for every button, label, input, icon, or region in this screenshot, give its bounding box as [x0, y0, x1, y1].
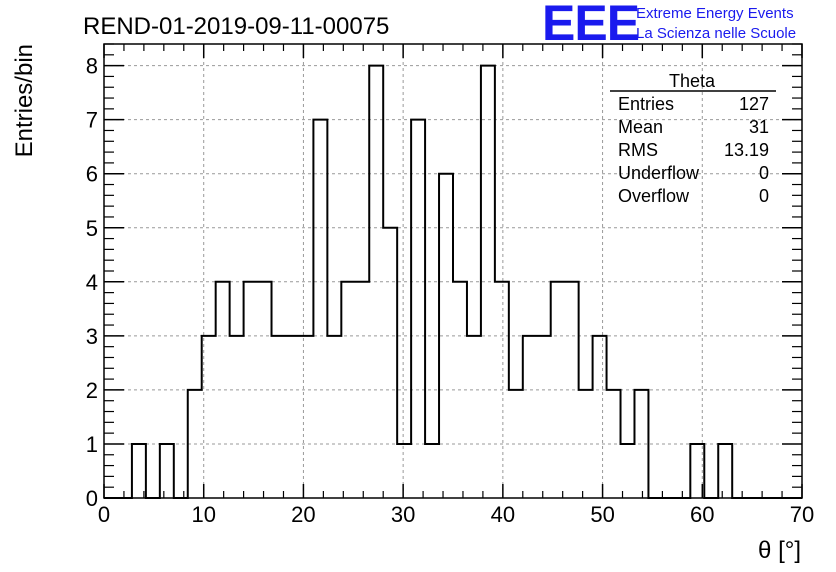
stats-row-label: RMS: [618, 140, 658, 160]
stats-row-value: 13.19: [724, 140, 769, 160]
x-tick-label: 50: [590, 502, 614, 527]
x-tick-label: 70: [790, 502, 814, 527]
x-axis: 0 10 20 30 40 50 60 70: [98, 44, 814, 527]
y-tick-label: 2: [86, 378, 98, 403]
x-tick-label: 0: [98, 502, 110, 527]
stats-row-label: Entries: [618, 94, 674, 114]
x-tick-label: 60: [690, 502, 714, 527]
stats-row-value: 31: [749, 117, 769, 137]
x-tick-label: 20: [291, 502, 315, 527]
stats-row-label: Mean: [618, 117, 663, 137]
stats-box-title: Theta: [669, 71, 716, 91]
x-axis-label: θ [°]: [758, 537, 801, 564]
y-tick-label: 4: [86, 270, 98, 295]
grid-lines: [104, 44, 802, 498]
y-tick-label: 1: [86, 432, 98, 457]
y-axis-label: Entries/bin: [11, 44, 38, 157]
stats-box: Theta Entries 127 Mean 31 RMS 13.19 Underflow 0…: [610, 71, 776, 206]
x-tick-label: 40: [491, 502, 515, 527]
stats-row-value: 127: [739, 94, 769, 114]
stats-row-value: 0: [759, 186, 769, 206]
logo-mark: EEE: [542, 0, 639, 51]
y-axis: 0 1 2 3 4 5 6 7 8: [86, 43, 802, 511]
x-tick-label: 30: [391, 502, 415, 527]
y-tick-label: 3: [86, 324, 98, 349]
stats-row-value: 0: [759, 163, 769, 183]
y-tick-label: 6: [86, 162, 98, 187]
logo-line-2: La Scienza nelle Scuole: [636, 25, 796, 42]
x-tick-label: 10: [191, 502, 215, 527]
y-tick-label: 5: [86, 216, 98, 241]
stats-row-label: Underflow: [618, 163, 700, 183]
y-tick-label: 8: [86, 54, 98, 79]
stats-row-label: Overflow: [618, 186, 690, 206]
y-tick-label: 7: [86, 108, 98, 133]
chart-title: REND-01-2019-09-11-00075: [83, 13, 389, 40]
y-tick-label: 0: [86, 486, 98, 511]
logo-line-1: Extreme Energy Events: [636, 5, 794, 22]
eee-logo: EEE Extreme Energy Events La Scienza nel…: [542, 0, 796, 51]
